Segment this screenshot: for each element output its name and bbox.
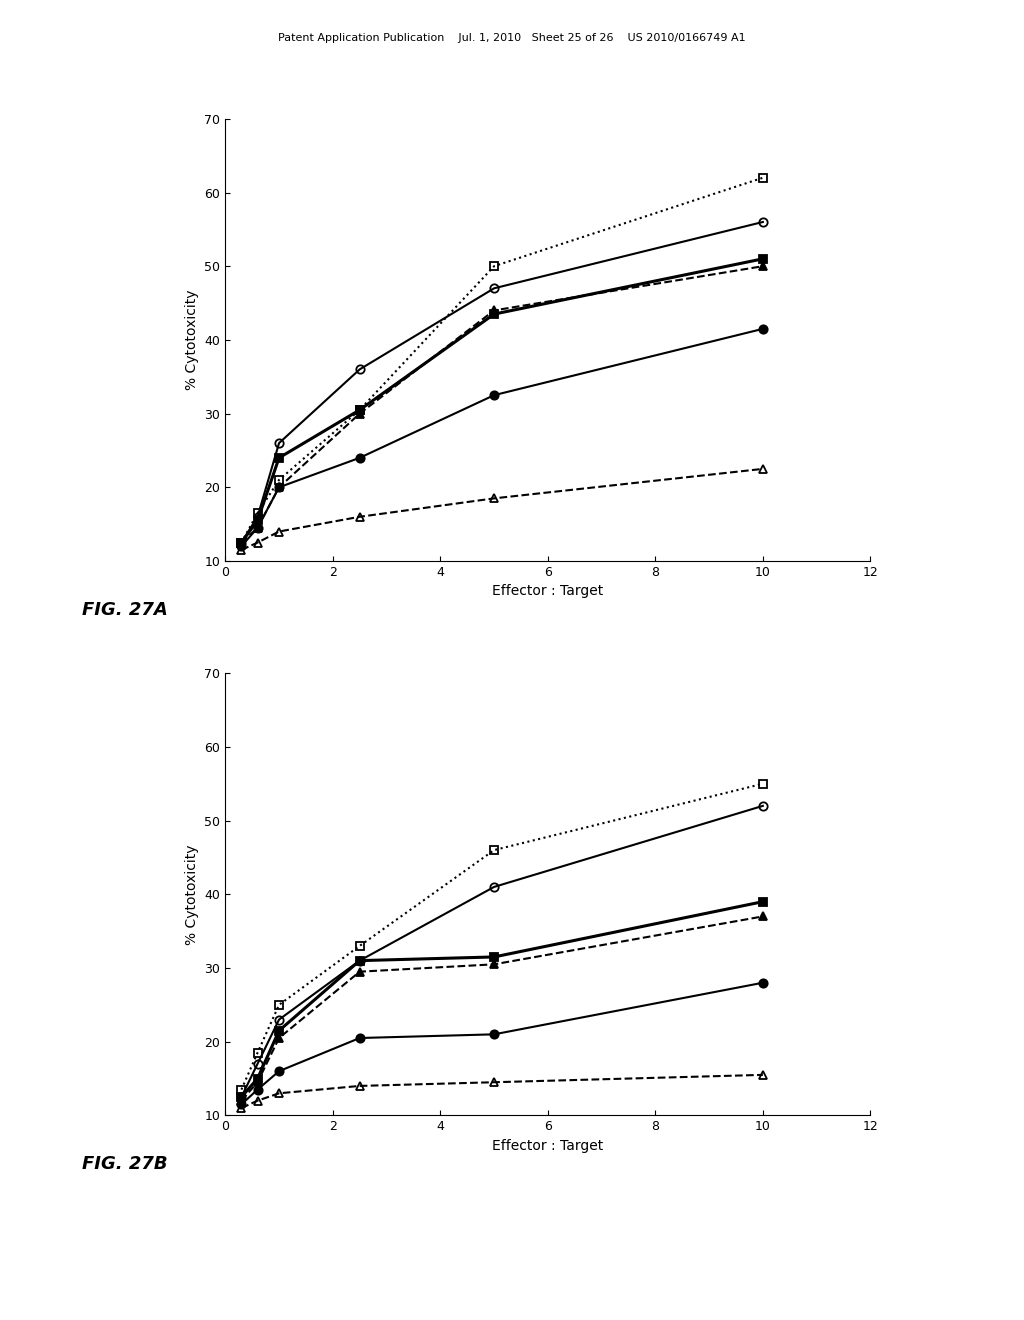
Text: FIG. 27A: FIG. 27A	[82, 601, 168, 619]
Y-axis label: % Cytotoxicity: % Cytotoxicity	[185, 289, 199, 391]
Text: Patent Application Publication    Jul. 1, 2010   Sheet 25 of 26    US 2010/01667: Patent Application Publication Jul. 1, 2…	[279, 33, 745, 44]
Text: FIG. 27B: FIG. 27B	[82, 1155, 168, 1173]
X-axis label: Effector : Target: Effector : Target	[493, 585, 603, 598]
Y-axis label: % Cytotoxicity: % Cytotoxicity	[185, 843, 199, 945]
X-axis label: Effector : Target: Effector : Target	[493, 1139, 603, 1152]
